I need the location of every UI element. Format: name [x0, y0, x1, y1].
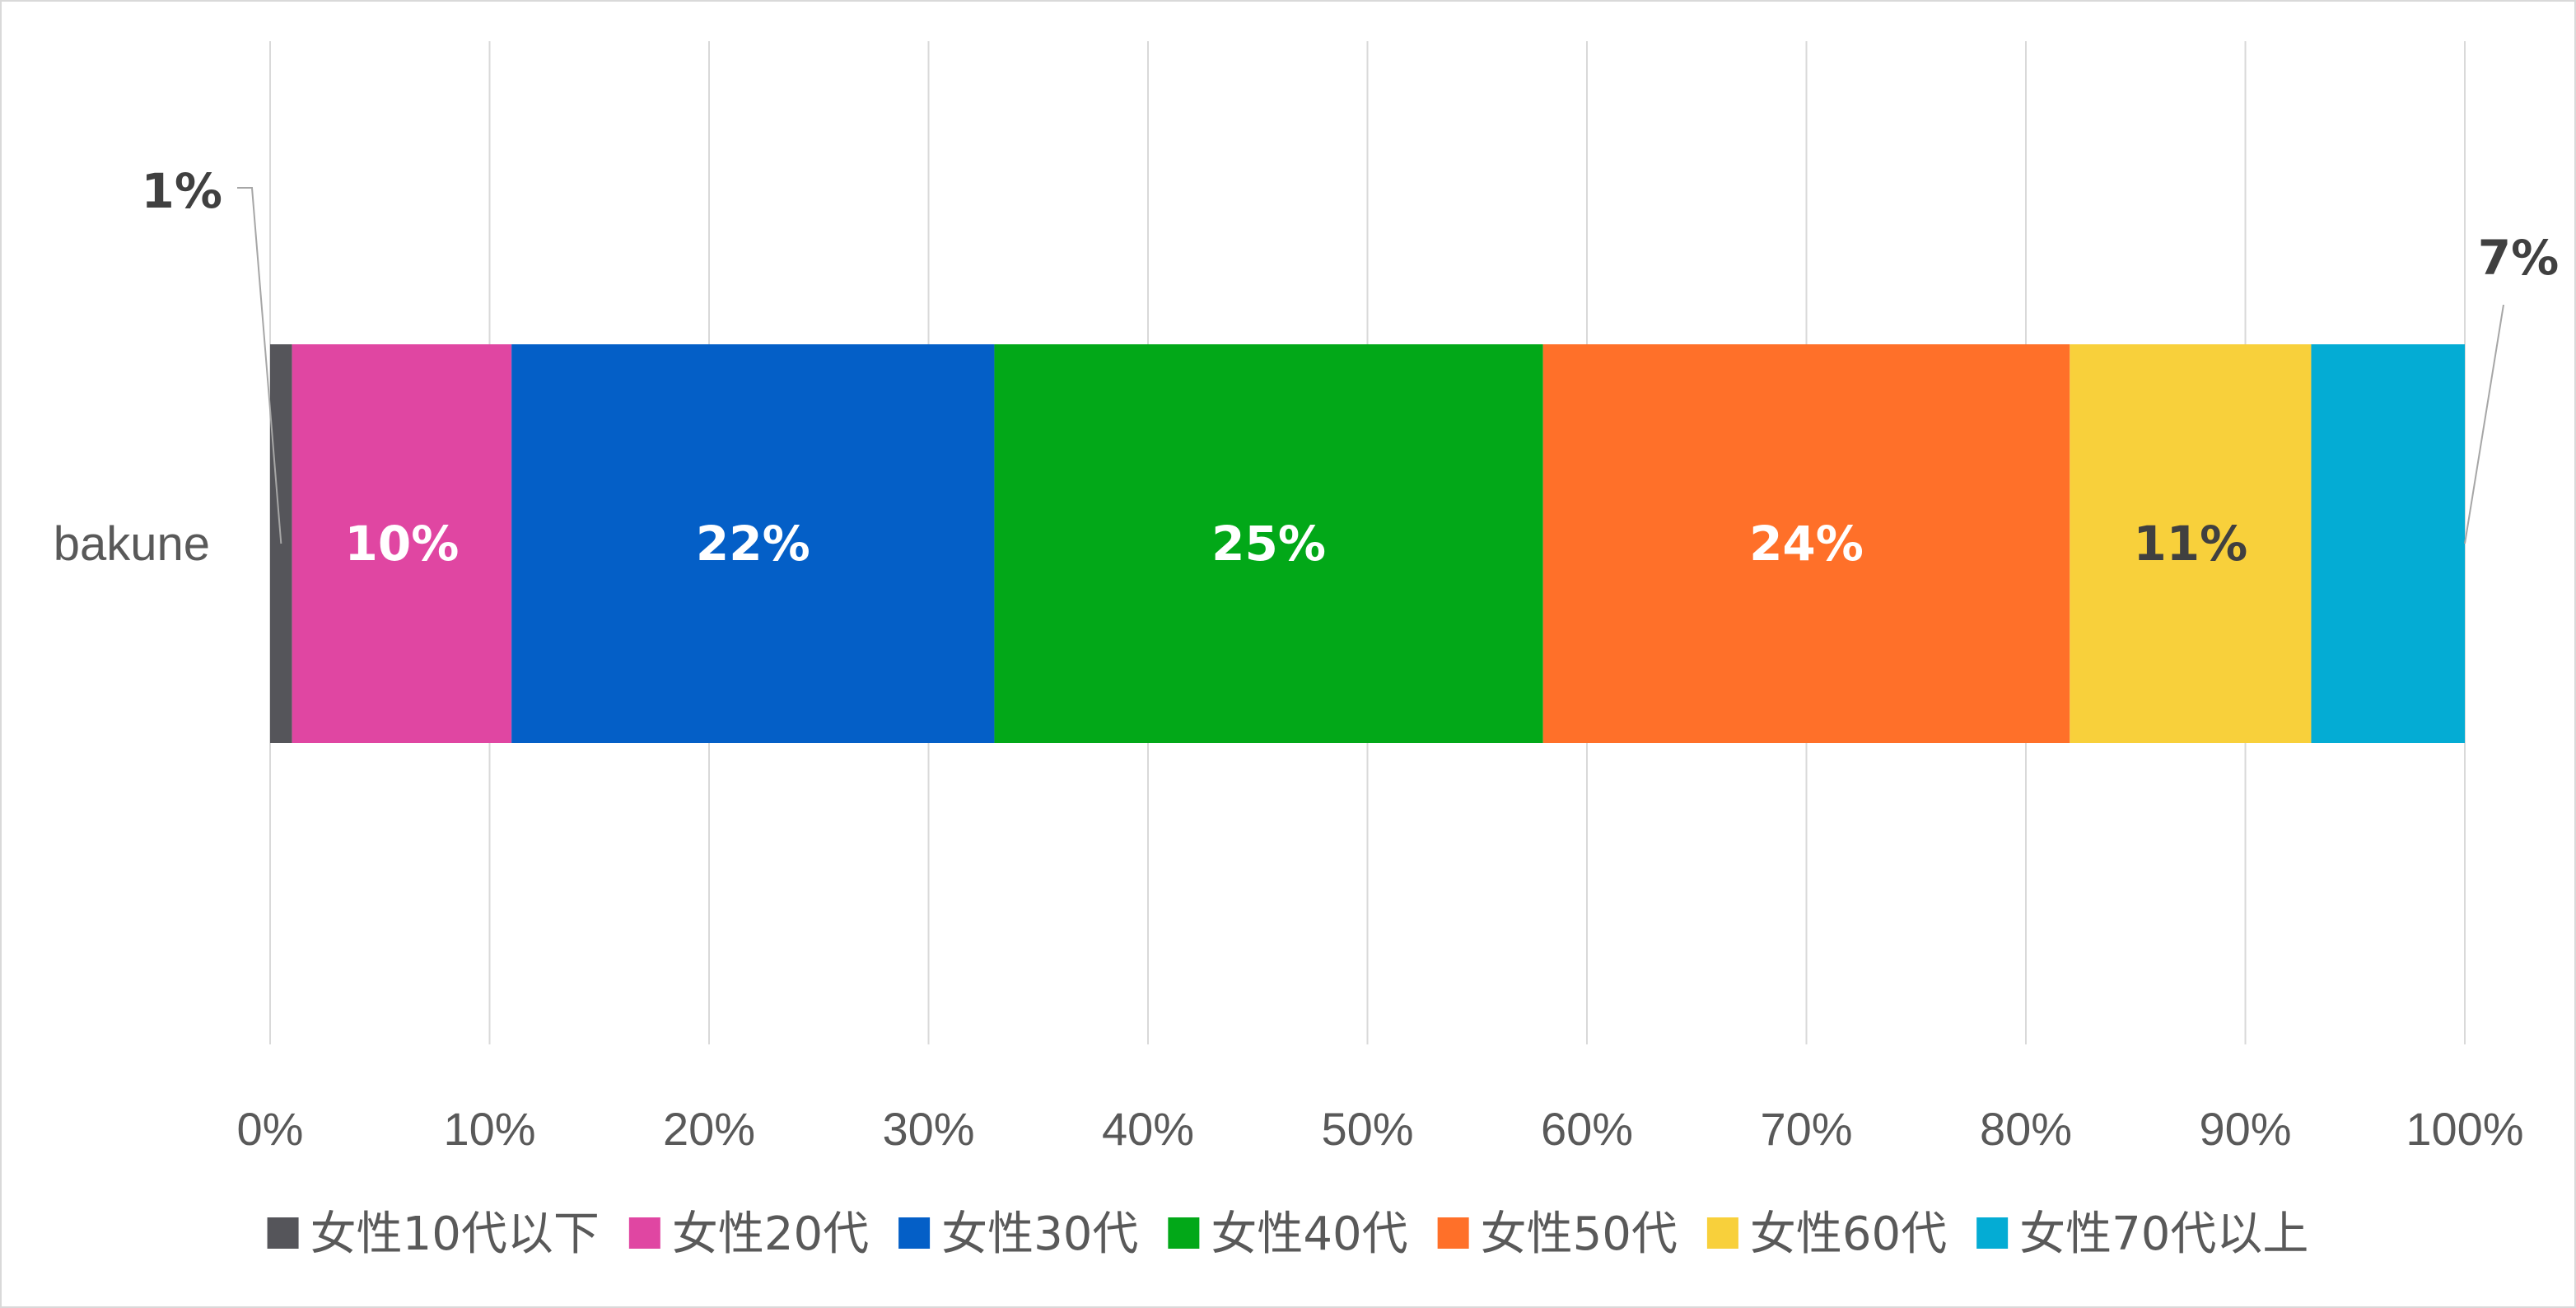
bar-segment [1542, 344, 2070, 743]
legend-swatch [1976, 1217, 2009, 1249]
leader-line [2464, 304, 2504, 544]
bar-segment [994, 344, 1543, 743]
legend-swatch [1437, 1217, 1469, 1249]
legend-swatch [1706, 1217, 1738, 1249]
legend-swatch [1168, 1217, 1200, 1249]
x-axis-tick-labels: 0% 10% 20% 30% 40% 50% 60% 70% 80% 90% 100% [237, 1103, 2524, 1155]
legend-swatch [628, 1217, 660, 1249]
data-label: 25% [1211, 516, 1326, 572]
data-label: 1% [142, 163, 222, 219]
bar-segment [2070, 344, 2312, 743]
legend-label: 女性70代以上 [2019, 1208, 2308, 1261]
x-tick-label: 60% [1541, 1103, 1633, 1155]
data-label: 11% [2133, 516, 2247, 572]
bar-segment [292, 344, 512, 743]
y-axis-category-labels: bakune [54, 517, 210, 571]
data-label: 24% [1749, 516, 1864, 572]
legend-label: 女性30代 [941, 1208, 1138, 1261]
bar-segment [2311, 344, 2465, 743]
x-tick-label: 90% [2199, 1103, 2291, 1155]
legend-label: 女性60代 [1750, 1208, 1947, 1261]
data-labels: 1% 10% 22% 25% 24% 11% 7% [142, 163, 2560, 572]
legend-swatch [267, 1217, 299, 1249]
x-tick-label: 30% [882, 1103, 974, 1155]
legend-label: 女性20代 [672, 1208, 869, 1261]
data-label: 10% [344, 516, 459, 572]
x-tick-label: 50% [1321, 1103, 1413, 1155]
leader-lines [237, 187, 2504, 544]
legend-label: 女性40代 [1211, 1208, 1407, 1261]
bar-segment [511, 344, 995, 743]
category-label: bakune [54, 517, 210, 571]
x-tick-label: 70% [1760, 1103, 1852, 1155]
x-tick-label: 10% [443, 1103, 535, 1155]
data-label: 22% [696, 516, 810, 572]
leader-line [237, 187, 282, 544]
x-tick-label: 80% [1980, 1103, 2072, 1155]
x-tick-label: 40% [1102, 1103, 1194, 1155]
legend-swatch [898, 1217, 931, 1249]
data-label: 7% [2478, 230, 2559, 286]
legend-label: 女性10代以下 [310, 1208, 600, 1261]
bar-segments [270, 344, 2465, 743]
x-tick-label: 100% [2406, 1103, 2523, 1155]
x-tick-label: 20% [663, 1103, 755, 1155]
legend-label: 女性50代 [1481, 1208, 1678, 1261]
legend: 女性10代以下 女性20代 女性30代 女性40代 女性50代 女性60代 女性70代以上 [267, 1208, 2308, 1261]
x-tick-label: 0% [237, 1103, 304, 1155]
